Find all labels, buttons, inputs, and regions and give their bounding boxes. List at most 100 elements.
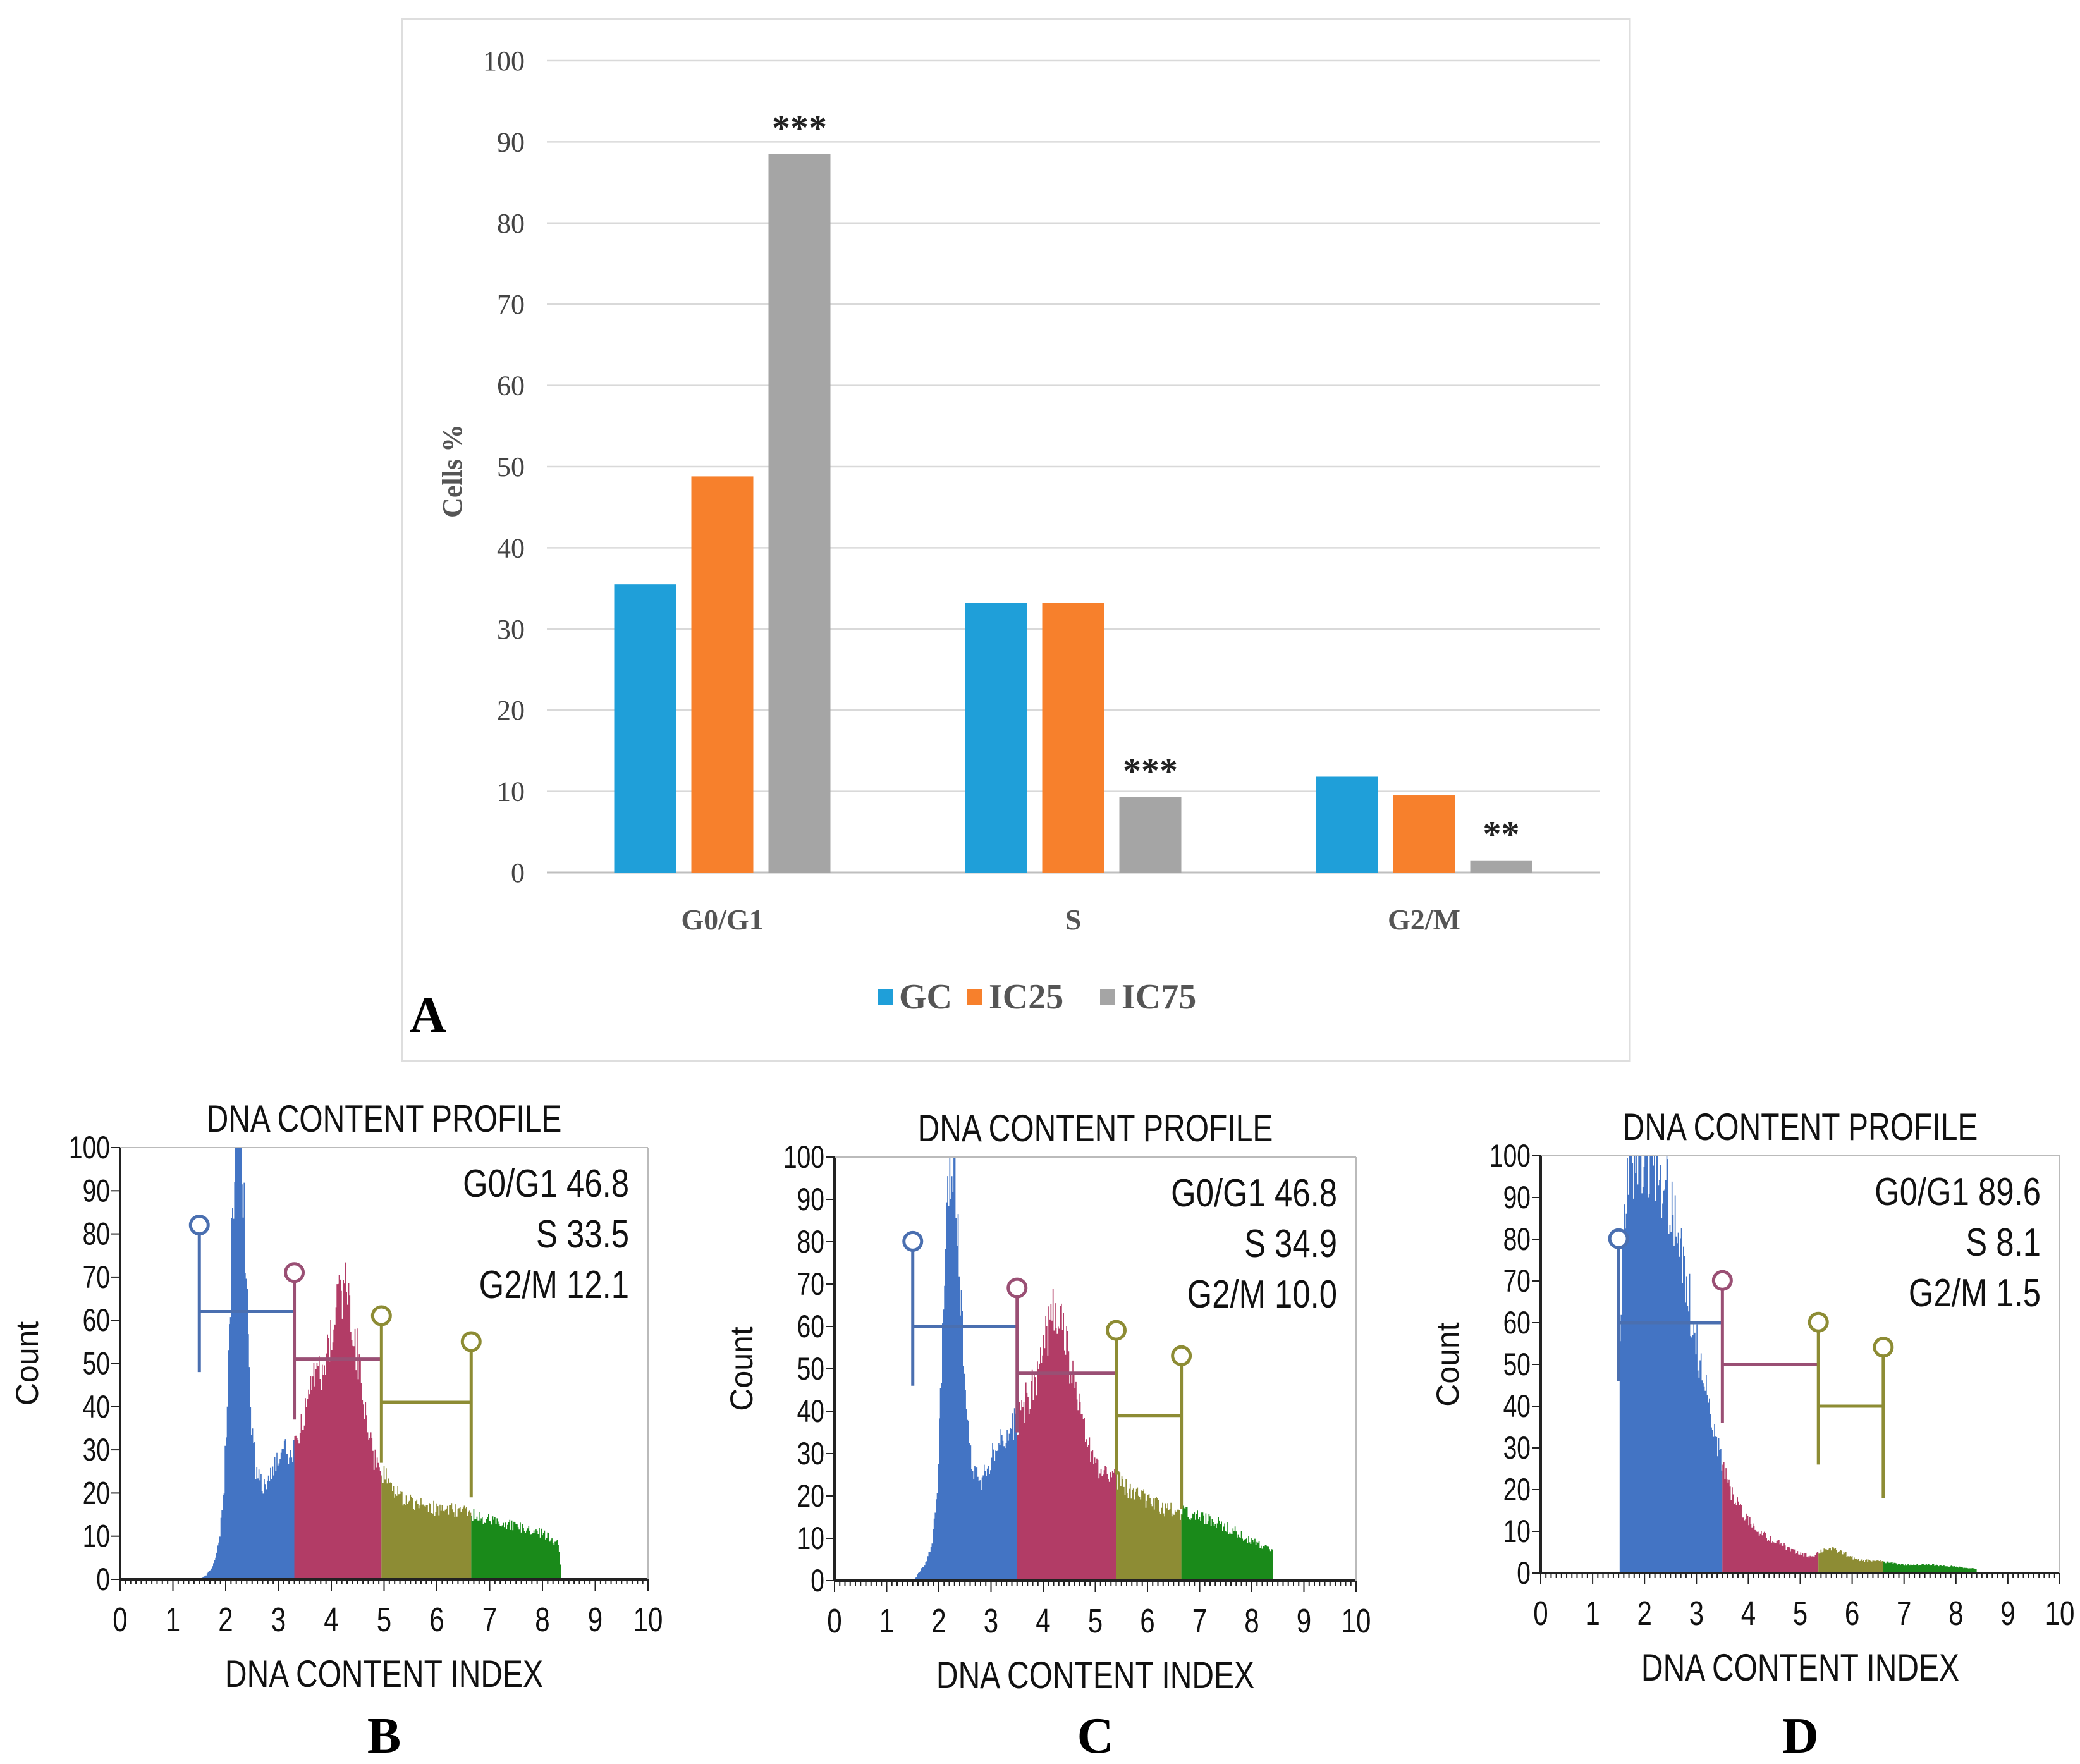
y-tick-label: 90 xyxy=(497,126,525,157)
x-tick-label: 6 xyxy=(1140,1602,1154,1640)
y-tick-label: 100 xyxy=(483,46,525,77)
gate-handle xyxy=(1171,1345,1192,1366)
y-tick-label: 0 xyxy=(811,1562,824,1598)
y-tick-label: 70 xyxy=(1503,1263,1531,1299)
x-tick-label: 10 xyxy=(1342,1602,1371,1640)
histogram-region-g0-g1 xyxy=(1618,1156,1723,1573)
y-tick-label: 90 xyxy=(83,1173,110,1209)
bar-ic75-g2-m xyxy=(1470,860,1532,873)
y-tick-label: 90 xyxy=(797,1181,824,1217)
category-label: G2/M xyxy=(1388,903,1460,936)
x-tick-label: 2 xyxy=(1637,1595,1651,1632)
panel-a-y-tick-labels: 0 10 20 30 40 50 60 70 80 90 100 xyxy=(483,46,525,888)
y-tick-label: 10 xyxy=(83,1518,110,1554)
histogram-title: DNA CONTENT PROFILE xyxy=(1623,1106,1978,1148)
y-tick-label: 50 xyxy=(497,451,525,482)
y-tick-label: 60 xyxy=(797,1308,824,1344)
y-tick-label: 30 xyxy=(497,614,525,645)
gate-handle xyxy=(188,1215,210,1236)
histogram-region-aggregates xyxy=(471,1509,561,1579)
histogram-region-s xyxy=(1722,1462,1819,1573)
y-tick-label: 60 xyxy=(497,371,525,401)
x-tick-label: 7 xyxy=(1192,1602,1207,1640)
panel-label: D xyxy=(1782,1708,1819,1764)
significance-label: *** xyxy=(1123,750,1178,792)
x-tick-label: 9 xyxy=(588,1601,603,1639)
x-tick-label: 8 xyxy=(1948,1595,1963,1632)
category-label: S xyxy=(1065,903,1082,936)
stat-label: G0/G1 46.8 xyxy=(463,1162,629,1206)
gate-marker xyxy=(1106,1320,1182,1475)
y-tick-label: 70 xyxy=(83,1259,110,1295)
x-axis-label: DNA CONTENT INDEX xyxy=(1641,1646,1959,1689)
bar-ic75-s xyxy=(1119,797,1182,873)
y-tick-label: 60 xyxy=(1503,1304,1531,1340)
gate-marker xyxy=(370,1305,472,1463)
y-tick-label: 50 xyxy=(83,1345,110,1381)
panel-a-bars xyxy=(614,154,1532,873)
y-tick-label: 40 xyxy=(797,1393,824,1429)
gate-handle xyxy=(902,1230,924,1252)
x-tick-label: 1 xyxy=(879,1602,894,1640)
gate-handle xyxy=(1808,1311,1829,1333)
x-axis-label: DNA CONTENT INDEX xyxy=(936,1654,1254,1696)
y-tick-label: 30 xyxy=(83,1431,110,1467)
y-tick-label: 20 xyxy=(497,695,525,726)
x-tick-label: 5 xyxy=(1793,1595,1808,1632)
x-axis-label: DNA CONTENT INDEX xyxy=(225,1653,543,1695)
y-tick-label: 10 xyxy=(497,776,525,807)
x-tick-label: 4 xyxy=(324,1601,338,1639)
gate-marker xyxy=(902,1230,1017,1386)
gate-handle xyxy=(460,1331,482,1352)
y-axis-label: Count xyxy=(9,1321,45,1406)
x-tick-label: 5 xyxy=(1088,1602,1103,1640)
legend-label-ic25: IC25 xyxy=(989,977,1063,1017)
y-tick-label: 0 xyxy=(1517,1555,1531,1591)
x-tick-label: 2 xyxy=(218,1601,233,1639)
histogram-region-aggregates xyxy=(1181,1505,1273,1581)
bar-ic75-g0-g1 xyxy=(768,154,831,873)
y-tick-label: 50 xyxy=(797,1351,824,1387)
x-tick-label: 10 xyxy=(633,1601,663,1639)
y-tick-label: 40 xyxy=(1503,1388,1531,1424)
histogram-region-s xyxy=(1017,1289,1116,1581)
y-tick-label: 80 xyxy=(797,1223,824,1259)
panel-a-significance-labels: ******** xyxy=(772,107,1520,855)
x-tick-label: 1 xyxy=(1585,1595,1600,1632)
gate-marker xyxy=(1808,1311,1883,1465)
y-tick-label: 80 xyxy=(497,208,525,239)
significance-label: *** xyxy=(772,107,827,149)
stat-label: S 8.1 xyxy=(1966,1221,2041,1265)
bar-gc-g0-g1 xyxy=(614,584,676,873)
gate-handle xyxy=(1873,1337,1894,1358)
panel-a-label: A xyxy=(410,988,446,1043)
x-tick-label: 0 xyxy=(827,1602,841,1640)
y-tick-label: 10 xyxy=(1503,1513,1531,1549)
y-tick-label: 40 xyxy=(497,532,525,563)
x-tick-label: 6 xyxy=(429,1601,444,1639)
histogram-region-g0-g1 xyxy=(199,1148,295,1579)
histogram-title: DNA CONTENT PROFILE xyxy=(918,1107,1273,1149)
panel-label: B xyxy=(367,1708,401,1764)
histogram-region-g2-m xyxy=(1116,1471,1182,1581)
x-tick-label: 3 xyxy=(984,1602,998,1640)
y-tick-label: 60 xyxy=(83,1302,110,1338)
panel-a-category-labels: G0/G1 S G2/M xyxy=(681,903,1460,936)
gate-handle xyxy=(1711,1270,1733,1291)
panel-a-y-axis-label: Cells % xyxy=(437,424,468,518)
y-tick-label: 20 xyxy=(83,1475,110,1511)
stat-label: G2/M 1.5 xyxy=(1909,1271,2041,1315)
y-tick-label: 100 xyxy=(69,1129,110,1165)
legend-label-gc: GC xyxy=(899,977,952,1017)
x-tick-label: 0 xyxy=(1533,1595,1548,1632)
gate-handle xyxy=(1006,1277,1028,1299)
x-tick-label: 7 xyxy=(482,1601,497,1639)
y-axis-label: Count xyxy=(724,1326,759,1411)
stat-label: G2/M 12.1 xyxy=(479,1263,629,1307)
histogram-region-s xyxy=(294,1262,382,1579)
legend-label-ic75: IC75 xyxy=(1122,977,1196,1017)
x-tick-label: 4 xyxy=(1036,1602,1050,1640)
x-tick-label: 10 xyxy=(2045,1595,2075,1632)
y-tick-label: 70 xyxy=(497,289,525,320)
